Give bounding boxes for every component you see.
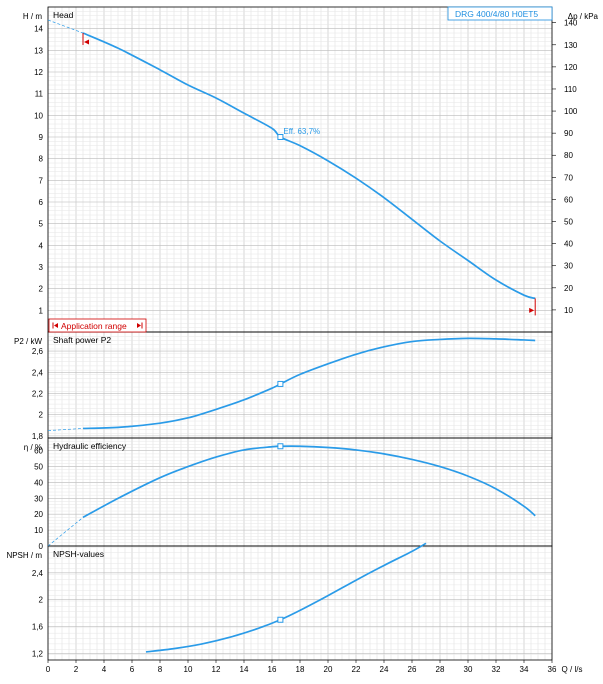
y-tick-label: 4: [39, 241, 44, 250]
application-range-right-arrow-icon: [137, 322, 143, 329]
y-tick-label: 11: [35, 90, 44, 99]
y-tick-label: 40: [34, 478, 43, 487]
x-tick-label: 32: [492, 665, 501, 674]
y2-axis-label: Δp / kPa: [568, 12, 599, 21]
panel-title: Head: [53, 10, 74, 20]
y-tick-label: 1,6: [32, 622, 44, 631]
panel-title: Shaft power P2: [53, 335, 111, 345]
y2-tick-label: 30: [564, 262, 573, 271]
y2-tick-label: 100: [564, 107, 578, 116]
x-tick-label: 26: [408, 665, 417, 674]
y-tick-label: 2: [39, 411, 44, 420]
x-tick-label: 30: [464, 665, 473, 674]
duty-point-marker: [277, 443, 284, 450]
y-tick-label: 6: [39, 198, 44, 207]
y-tick-label: 1,2: [32, 649, 44, 658]
range-right-arrow: [529, 307, 535, 313]
y-axis-label: η / %: [24, 443, 42, 452]
x-tick-label: 10: [184, 665, 193, 674]
y-tick-label: 3: [39, 263, 44, 272]
x-tick-label: 6: [130, 665, 135, 674]
y2-tick-label: 110: [564, 85, 577, 94]
y-axis-label: P2 / kW: [14, 337, 42, 346]
application-range-box: [48, 318, 147, 333]
curve-extrapolation: [47, 428, 84, 431]
y-tick-label: 5: [39, 220, 44, 229]
y2-tick-label: 90: [564, 129, 573, 138]
grid-layer: [47, 6, 553, 661]
y2-tick-label: 120: [564, 63, 578, 72]
product-label-box: [447, 6, 553, 21]
y-tick-label: 10: [34, 111, 43, 120]
y-tick-label: 60: [34, 447, 43, 456]
y-tick-label: 12: [34, 68, 43, 77]
y-tick-label: 9: [39, 133, 44, 142]
x-tick-label: 34: [520, 665, 529, 674]
curve-line: [145, 542, 427, 653]
x-tick-label: 4: [102, 665, 107, 674]
y2-tick-label: 40: [564, 240, 573, 249]
x-tick-label: 36: [548, 665, 557, 674]
y2-tick-label: 130: [564, 41, 578, 50]
panel-title: NPSH-values: [53, 549, 104, 559]
x-tick-label: 12: [212, 665, 221, 674]
duty-point-marker: [277, 134, 284, 140]
duty-point-marker: [277, 616, 284, 623]
y-tick-label: 0: [39, 542, 44, 551]
y2-tick-label: 20: [564, 284, 573, 293]
y-axis-label: H / m: [23, 12, 42, 21]
y-tick-label: 13: [34, 46, 43, 55]
y-tick-label: 7: [39, 176, 44, 185]
y-tick-label: 30: [34, 494, 43, 503]
x-tick-label: 2: [74, 665, 79, 674]
x-tick-label: 18: [296, 665, 305, 674]
y-tick-label: 50: [34, 463, 43, 472]
x-axis-label: Q / l/s: [562, 665, 583, 674]
y2-tick-label: 50: [564, 218, 573, 227]
x-tick-label: 14: [240, 665, 249, 674]
application-range-label: Application range: [61, 321, 127, 331]
curve-layer: [47, 19, 536, 653]
y-tick-label: 2: [39, 285, 44, 294]
y-tick-label: 2: [39, 596, 44, 605]
x-tick-label: 24: [380, 665, 389, 674]
curve-line: [82, 32, 536, 300]
efficiency-annotation: Eff. 63,7%: [283, 127, 320, 136]
curve-line: [82, 337, 536, 430]
x-tick-label: 22: [352, 665, 361, 674]
panel-title: Hydraulic efficiency: [53, 441, 127, 451]
x-tick-label: 8: [158, 665, 163, 674]
y-tick-label: 8: [39, 155, 44, 164]
y-axis-label: NPSH / m: [6, 551, 42, 560]
x-tick-label: 16: [268, 665, 277, 674]
curve-extrapolation: [47, 19, 84, 34]
y-tick-label: 20: [34, 510, 43, 519]
y-tick-label: 2,2: [32, 389, 44, 398]
curve-line: [82, 445, 536, 519]
y-tick-label: 2,4: [32, 569, 44, 578]
y-tick-label: 2,4: [32, 368, 44, 377]
y2-tick-label: 60: [564, 195, 573, 204]
y-tick-label: 1: [39, 306, 44, 315]
x-tick-label: 0: [46, 665, 51, 674]
y-tick-label: 10: [34, 526, 43, 535]
y2-tick-label: 70: [564, 173, 573, 182]
y2-tick-label: 10: [564, 306, 573, 315]
y2-tick-label: 80: [564, 151, 573, 160]
curve-extrapolation: [47, 517, 84, 547]
product-label: DRG 400/4/80 H0ET5: [455, 9, 538, 19]
x-tick-label: 28: [436, 665, 445, 674]
range-left-arrow: [84, 39, 89, 45]
duty-point-marker: [277, 380, 284, 387]
x-tick-label: 20: [324, 665, 333, 674]
y-tick-label: 2,6: [32, 347, 44, 356]
application-range-left-arrow-icon: [52, 322, 58, 329]
frame-layer: [47, 6, 556, 663]
y-tick-label: 14: [34, 25, 43, 34]
text-layer: 1234567891011121314102030405060708090100…: [6, 10, 598, 674]
y2-tick-label: 140: [564, 19, 578, 28]
y-tick-label: 1,8: [32, 432, 44, 441]
